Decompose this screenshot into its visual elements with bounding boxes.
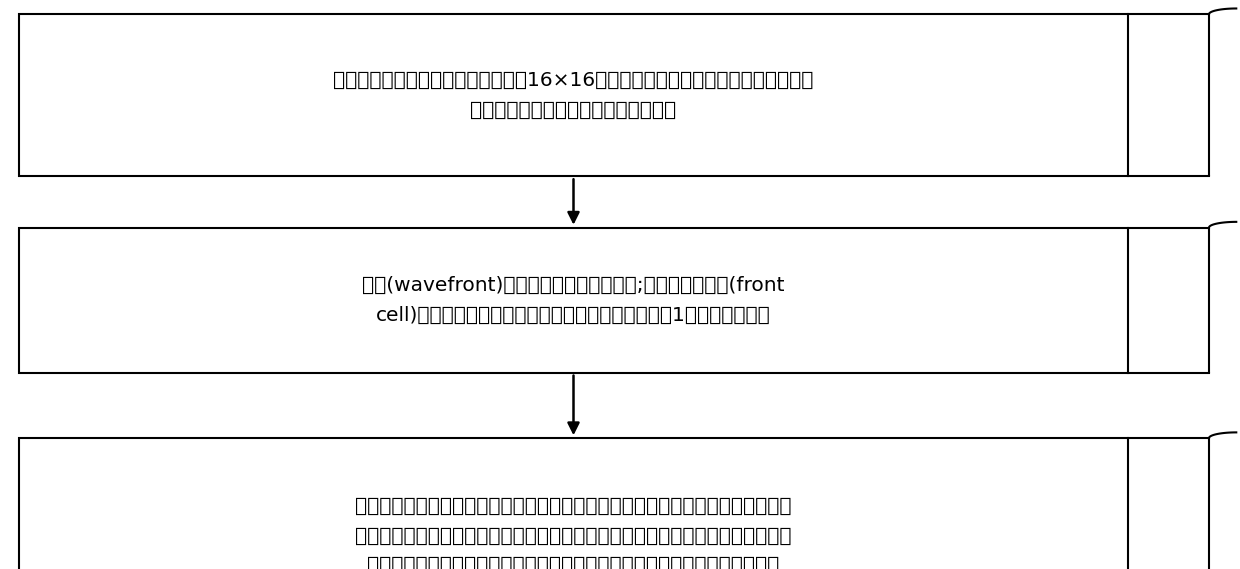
Text: 波前(wavefront)从目标方格开始向外扩展;通过对前沿方格(front
cell)与目标方格距离的计算，由近及远距离值依次加1，循环填充迷宫: 波前(wavefront)从目标方格开始向外扩展;通过对前沿方格(front c… xyxy=(362,276,785,324)
Text: 在电脑鼠进行搜索迷宫之前建立一个16×16的数组作为存储迷宫墙壁信息的表格；电
脑鼠初始时认为迷宫中的方格均无墙壁: 在电脑鼠进行搜索迷宫之前建立一个16×16的数组作为存储迷宫墙壁信息的表格；电 … xyxy=(334,71,813,119)
Text: 当波前最终到达迷宫的起点方格时，就完成了一次泛洪填充算法；通过前沿方格不
停的移动与距离值的更新，最终获得了从目标方格到邻近方格中的距离值编码表；
依据此表，将: 当波前最终到达迷宫的起点方格时，就完成了一次泛洪填充算法；通过前沿方格不 停的移… xyxy=(355,497,792,569)
FancyArrowPatch shape xyxy=(568,179,579,222)
FancyArrowPatch shape xyxy=(568,376,579,432)
Bar xyxy=(19,14,1128,176)
Bar xyxy=(19,228,1128,373)
Bar xyxy=(19,438,1128,569)
